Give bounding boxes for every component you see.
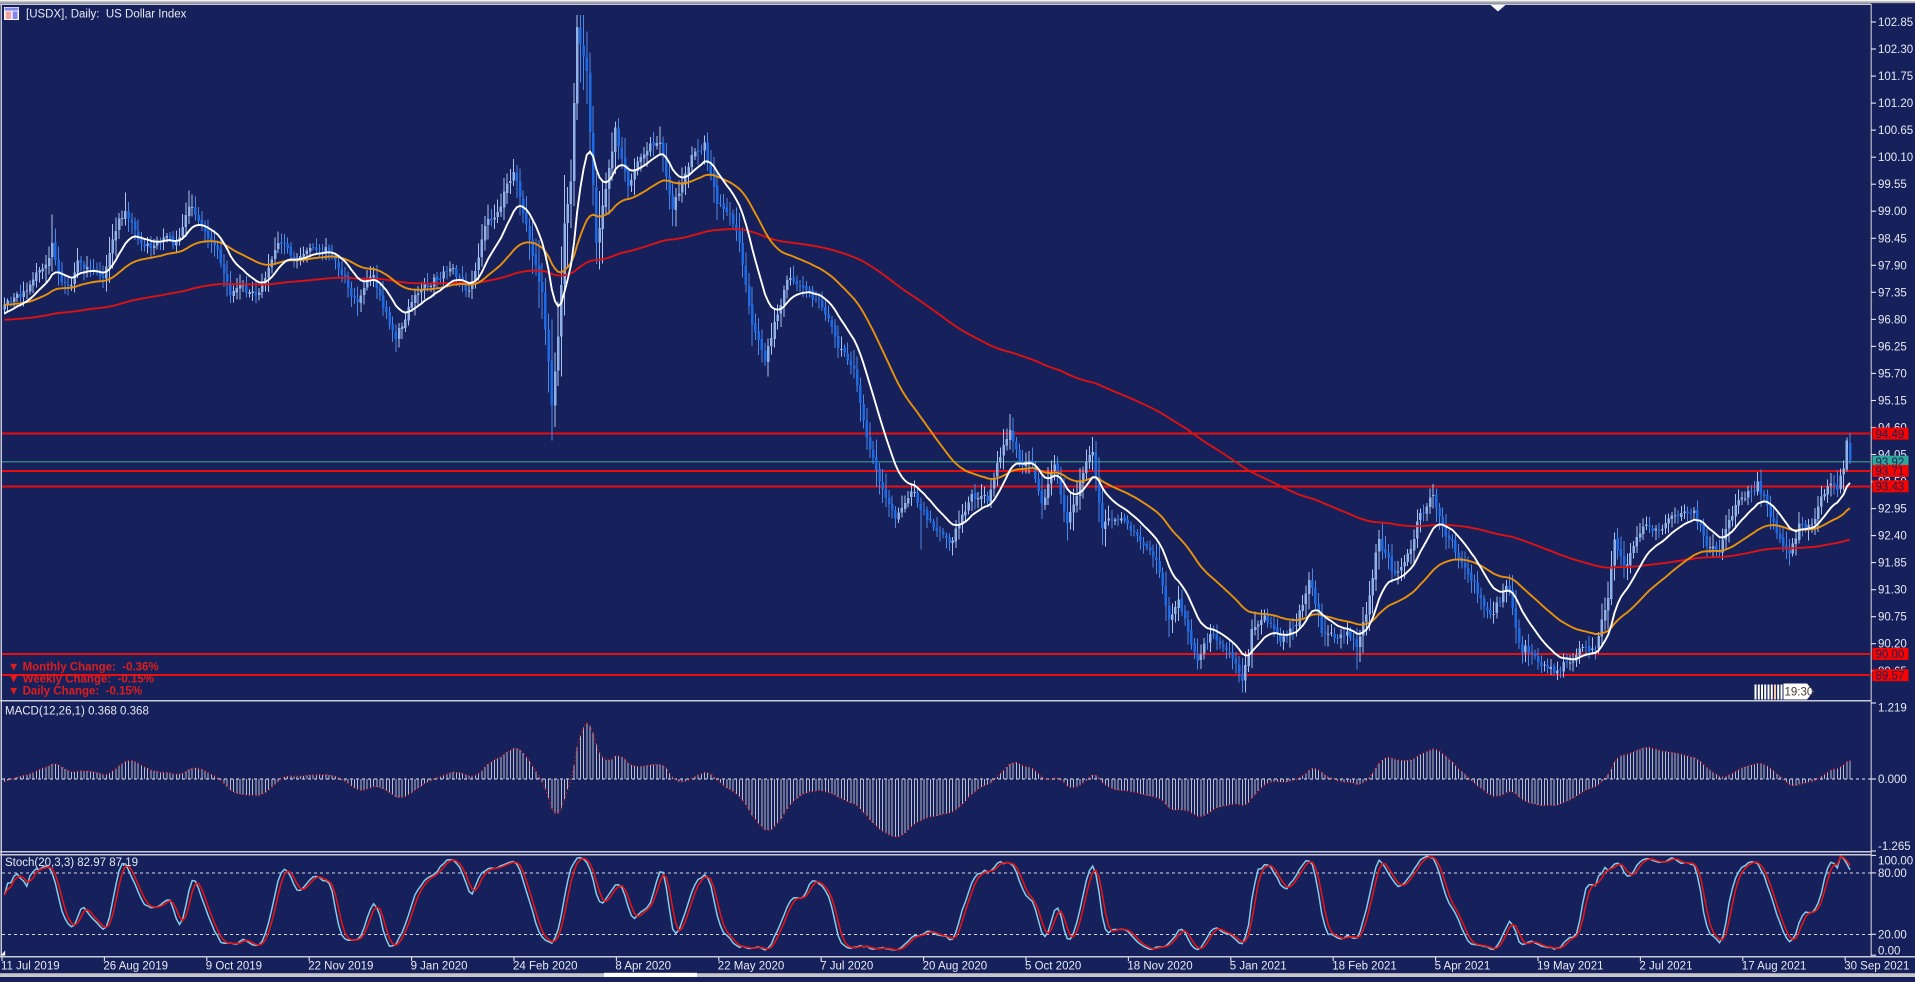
svg-text:96.80: 96.80 — [1878, 314, 1907, 326]
svg-text:97.35: 97.35 — [1878, 287, 1907, 299]
svg-text:▼ Daily Change: -0.15%: ▼ Daily Change: -0.15% — [8, 686, 142, 698]
svg-text:9 Oct 2019: 9 Oct 2019 — [206, 961, 262, 973]
svg-text:91.85: 91.85 — [1878, 558, 1907, 570]
svg-text:24 Feb 2020: 24 Feb 2020 — [513, 961, 578, 973]
svg-text:90.20: 90.20 — [1878, 639, 1907, 651]
svg-text:30 Sep 2021: 30 Sep 2021 — [1844, 961, 1909, 973]
svg-text:92.40: 92.40 — [1878, 531, 1907, 543]
svg-text:17 Aug 2021: 17 Aug 2021 — [1742, 961, 1807, 973]
svg-text:92.95: 92.95 — [1878, 504, 1907, 516]
svg-text:20.00: 20.00 — [1878, 929, 1907, 941]
svg-text:5 Jan 2021: 5 Jan 2021 — [1230, 961, 1287, 973]
svg-text:19:30: 19:30 — [1785, 687, 1814, 699]
svg-text:96.25: 96.25 — [1878, 341, 1907, 353]
svg-text:99.55: 99.55 — [1878, 179, 1907, 191]
svg-text:102.85: 102.85 — [1878, 17, 1913, 29]
svg-text:11 Jul 2019: 11 Jul 2019 — [1, 961, 60, 973]
svg-text:97.90: 97.90 — [1878, 260, 1907, 272]
svg-text:Stoch(20,3,3) 82.97 87.19: Stoch(20,3,3) 82.97 87.19 — [5, 857, 138, 869]
svg-text:94.49: 94.49 — [1876, 429, 1905, 441]
svg-text:98.45: 98.45 — [1878, 233, 1907, 245]
svg-text:1.219: 1.219 — [1878, 703, 1907, 715]
svg-text:2 Jul 2021: 2 Jul 2021 — [1639, 961, 1692, 973]
svg-text:100.10: 100.10 — [1878, 152, 1913, 164]
svg-text:7 Jul 2020: 7 Jul 2020 — [820, 961, 873, 973]
svg-text:101.75: 101.75 — [1878, 71, 1913, 83]
svg-text:9 Jan 2020: 9 Jan 2020 — [411, 961, 468, 973]
svg-text:-1.265: -1.265 — [1878, 841, 1911, 853]
svg-text:22 Nov 2019: 22 Nov 2019 — [308, 961, 373, 973]
svg-text:93.71: 93.71 — [1876, 466, 1905, 478]
svg-text:90.00: 90.00 — [1876, 649, 1905, 661]
svg-text:93.43: 93.43 — [1876, 482, 1905, 494]
svg-text:20 Aug 2020: 20 Aug 2020 — [923, 961, 988, 973]
svg-text:100.00: 100.00 — [1878, 856, 1913, 868]
svg-text:100.65: 100.65 — [1878, 125, 1913, 137]
svg-text:90.75: 90.75 — [1878, 612, 1907, 624]
svg-text:▼ Weekly Change: -0.15%: ▼ Weekly Change: -0.15% — [8, 674, 154, 686]
svg-text:0.000: 0.000 — [1878, 774, 1907, 786]
svg-text:26 Aug 2019: 26 Aug 2019 — [103, 961, 168, 973]
svg-text:8 Apr 2020: 8 Apr 2020 — [615, 961, 671, 973]
svg-text:▼ Monthly Change: -0.36%: ▼ Monthly Change: -0.36% — [8, 662, 159, 674]
svg-text:80.00: 80.00 — [1878, 868, 1907, 880]
svg-text:101.20: 101.20 — [1878, 98, 1913, 110]
svg-text:18 Feb 2021: 18 Feb 2021 — [1332, 961, 1397, 973]
svg-text:18 Nov 2020: 18 Nov 2020 — [1127, 961, 1192, 973]
svg-text:[USDX], Daily: US Dollar Inde: [USDX], Daily: US Dollar Index — [26, 9, 187, 21]
svg-text:99.00: 99.00 — [1878, 206, 1907, 218]
svg-text:22 May 2020: 22 May 2020 — [718, 961, 785, 973]
svg-text:19 May 2021: 19 May 2021 — [1537, 961, 1604, 973]
svg-text:102.30: 102.30 — [1878, 44, 1913, 56]
svg-text:5 Apr 2021: 5 Apr 2021 — [1435, 961, 1491, 973]
svg-text:MACD(12,26,1) 0.368 0.368: MACD(12,26,1) 0.368 0.368 — [5, 706, 149, 718]
svg-text:89.57: 89.57 — [1876, 670, 1905, 682]
svg-text:0.00: 0.00 — [1878, 946, 1900, 958]
svg-text:95.70: 95.70 — [1878, 368, 1907, 380]
svg-text:95.15: 95.15 — [1878, 396, 1907, 408]
svg-text:91.30: 91.30 — [1878, 585, 1907, 597]
svg-text:5 Oct 2020: 5 Oct 2020 — [1025, 961, 1081, 973]
